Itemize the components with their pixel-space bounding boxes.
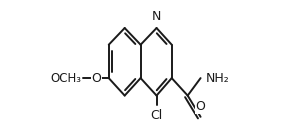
Text: NH₂: NH₂ [206, 72, 230, 85]
Text: OCH₃: OCH₃ [50, 72, 81, 85]
Text: N: N [152, 10, 161, 23]
Text: O: O [92, 72, 102, 85]
Text: Cl: Cl [150, 109, 163, 122]
Text: O: O [196, 100, 206, 113]
